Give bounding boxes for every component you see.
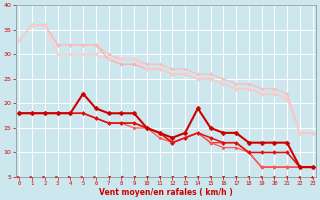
X-axis label: Vent moyen/en rafales ( km/h ): Vent moyen/en rafales ( km/h ) [99,188,233,197]
